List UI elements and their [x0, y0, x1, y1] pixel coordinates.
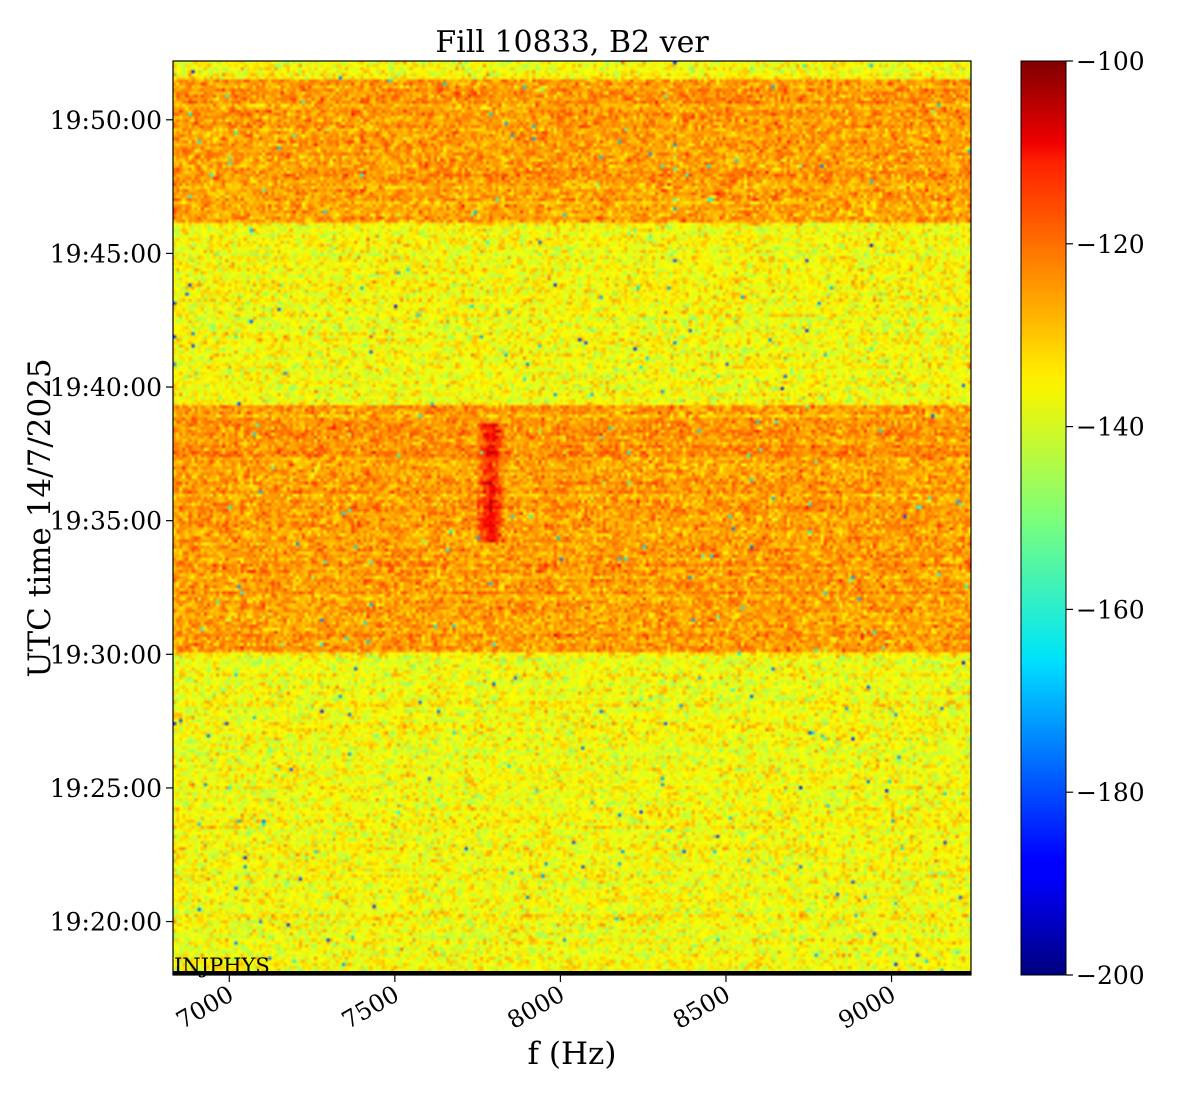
- colorbar-ticks: −100 −120 −140 −160 −180 −200: [1066, 47, 1145, 990]
- heatmap-plot: INJPHYS: [172, 60, 972, 978]
- colorbar-tick-label: −120: [1076, 230, 1145, 259]
- y-axis-label: UTC time 14/7/2025: [22, 358, 58, 677]
- colorbar-tick-label: −160: [1076, 595, 1145, 624]
- colorbar-gradient: [1020, 60, 1067, 976]
- x-tick-label: 7000: [171, 980, 238, 1035]
- colorbar: −100 −120 −140 −160 −180 −200: [1020, 47, 1145, 990]
- y-tick-label: 19:35:00: [50, 507, 162, 536]
- y-axis-ticks: 19:50:00 19:45:00 19:40:00 19:35:00 19:30:00…: [50, 106, 173, 937]
- x-tick-label: 8000: [503, 980, 570, 1035]
- colorbar-tick-label: −180: [1076, 778, 1145, 807]
- chart-title: Fill 10833, B2 ver: [435, 25, 709, 60]
- y-tick-label: 19:50:00: [50, 106, 162, 135]
- y-tick-label: 19:40:00: [50, 373, 162, 402]
- colorbar-tick-label: −200: [1076, 961, 1145, 990]
- x-tick-label: 7500: [337, 980, 404, 1035]
- y-tick-label: 19:20:00: [50, 908, 162, 937]
- x-axis-ticks: 7000 7500 8000 8500 9000: [171, 975, 901, 1035]
- y-tick-label: 19:45:00: [50, 239, 162, 268]
- y-tick-label: 19:25:00: [50, 774, 162, 803]
- heatmap-image: [173, 61, 971, 975]
- bottom-bar: [173, 971, 971, 975]
- x-axis-label: f (Hz): [528, 1036, 617, 1072]
- colorbar-tick-label: −100: [1076, 47, 1145, 76]
- x-tick-label: 8500: [668, 980, 735, 1035]
- colorbar-tick-label: −140: [1076, 413, 1145, 442]
- x-tick-label: 9000: [834, 980, 901, 1035]
- y-tick-label: 19:30:00: [50, 640, 162, 669]
